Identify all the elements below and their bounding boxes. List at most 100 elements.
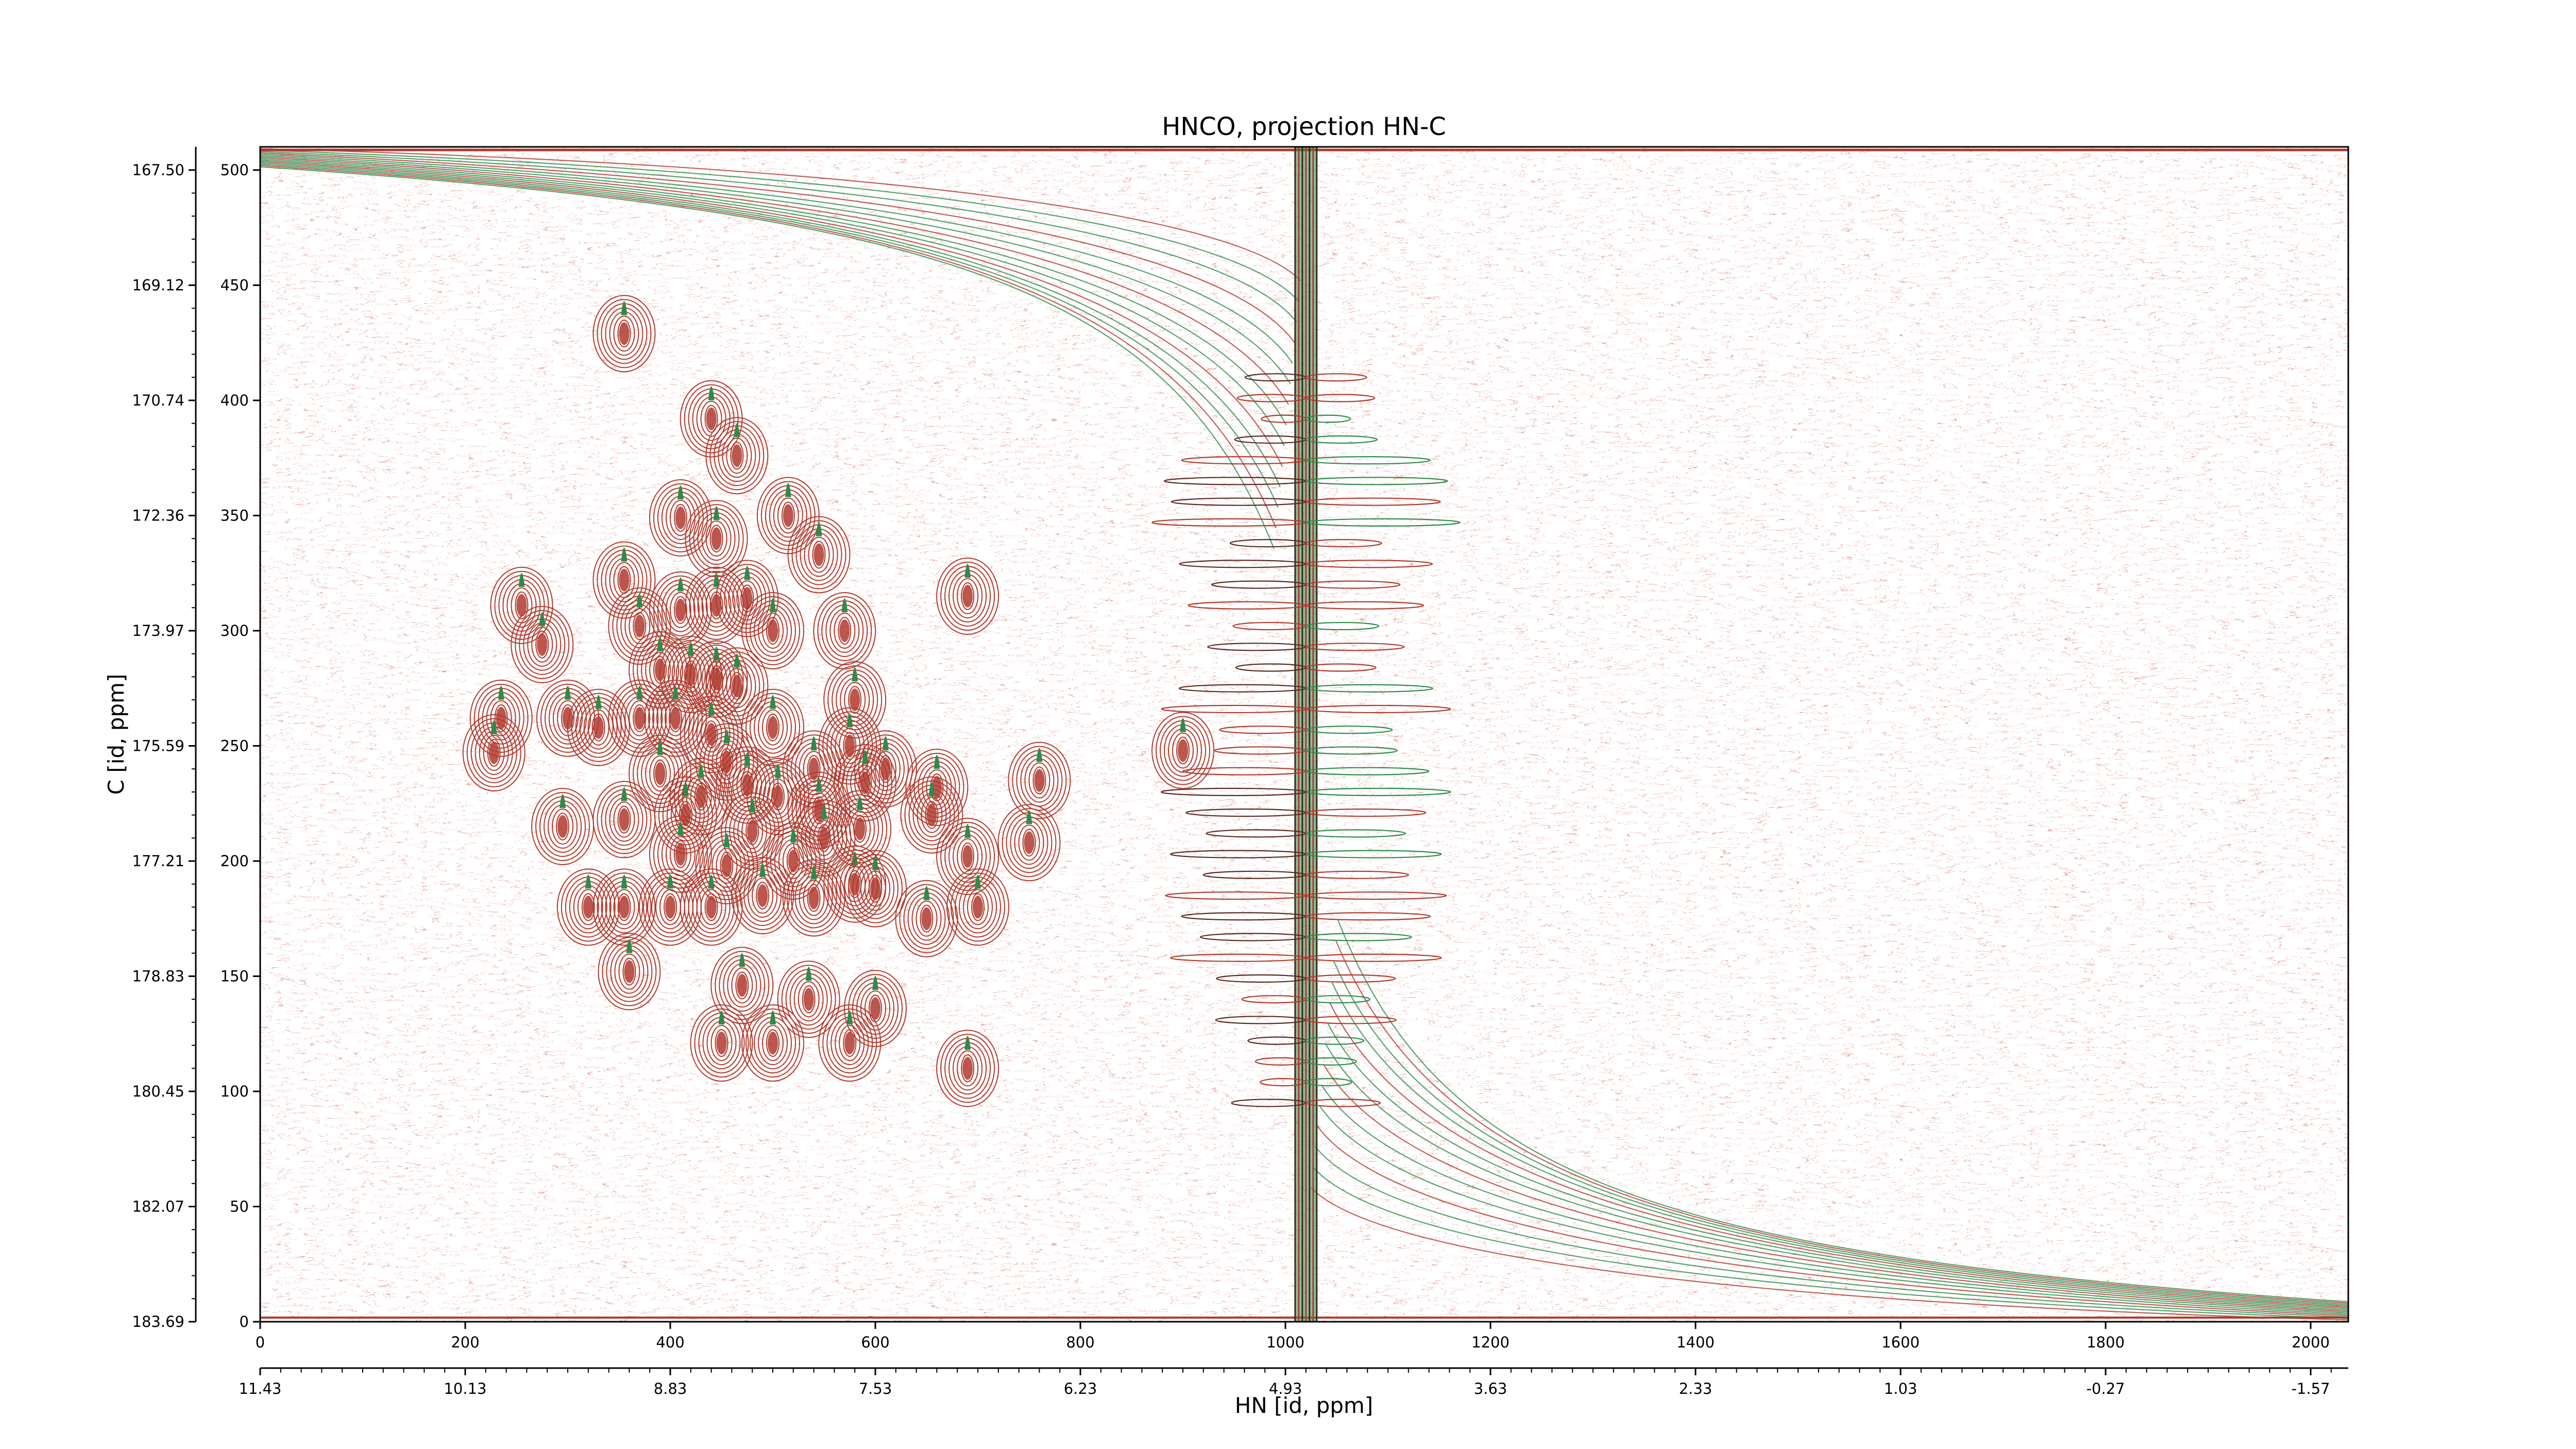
peak-core bbox=[732, 444, 742, 467]
peak-contour-ring bbox=[535, 791, 590, 861]
peak-contour-ring bbox=[1022, 829, 1036, 857]
y-tick-label: 100 bbox=[221, 1083, 249, 1100]
peak-negative-lobe bbox=[560, 794, 566, 808]
contour-band-bottom bbox=[1320, 1084, 2348, 1313]
peak-core bbox=[962, 584, 973, 608]
peak-contour-ring bbox=[680, 380, 743, 458]
peak-contour-ring bbox=[869, 874, 882, 903]
peak-contour-ring bbox=[844, 970, 907, 1048]
peak-core bbox=[742, 587, 753, 610]
peak-contour-ring bbox=[936, 1030, 999, 1107]
peak-contour-ring bbox=[709, 421, 765, 491]
contour-band-top bbox=[260, 166, 1275, 549]
peak-contour-ring bbox=[936, 557, 999, 635]
x-ppm-tick-label: -0.27 bbox=[2086, 1380, 2125, 1397]
y-tick-label: 400 bbox=[221, 392, 249, 409]
peak-negative-lobe bbox=[872, 976, 878, 990]
x-tick-label: 1800 bbox=[2087, 1334, 2125, 1351]
artifact-ridge bbox=[1305, 1057, 1357, 1066]
peak-contour-ring bbox=[531, 626, 553, 663]
peak-core bbox=[619, 568, 630, 592]
x-ppm-tick-label: 8.83 bbox=[654, 1380, 687, 1397]
artifact-ridge bbox=[1305, 933, 1412, 941]
peak-contour-ring bbox=[766, 1029, 779, 1057]
peak-contour-ring bbox=[786, 863, 841, 933]
contour-band-top bbox=[260, 163, 1279, 508]
peak-contour-ring bbox=[704, 405, 718, 433]
peak-contour-ring bbox=[597, 545, 652, 615]
contour-band-top bbox=[260, 152, 1295, 343]
peak-negative-lobe bbox=[677, 577, 684, 592]
peak-contour-ring bbox=[736, 580, 758, 617]
contour-band-bottom bbox=[1314, 1146, 2348, 1318]
peak-contour-ring bbox=[1172, 732, 1194, 769]
peak-core bbox=[593, 716, 604, 739]
peak bbox=[608, 679, 671, 757]
peak bbox=[705, 417, 769, 495]
contour-band-bottom bbox=[1318, 1105, 2348, 1315]
peak-negative-lobe bbox=[744, 752, 751, 767]
peak-contour-ring bbox=[617, 893, 631, 921]
peak-core bbox=[962, 845, 973, 868]
peak-negative-lobe bbox=[923, 886, 930, 900]
peak bbox=[844, 970, 907, 1048]
peak-contour-ring bbox=[705, 520, 727, 557]
x-tick-label: 1400 bbox=[1676, 1334, 1715, 1351]
peak-contour-ring bbox=[833, 794, 888, 864]
peak-contour-ring bbox=[818, 707, 882, 785]
artifact-ridge bbox=[1305, 974, 1396, 983]
y-tick-label: 300 bbox=[221, 622, 249, 639]
peak-core bbox=[716, 1032, 727, 1055]
artifact-ridge bbox=[1305, 787, 1451, 797]
peak-core bbox=[732, 675, 742, 698]
x-tick-label: 2000 bbox=[2292, 1334, 2330, 1351]
peak-contour-ring bbox=[674, 797, 697, 833]
peak-core bbox=[675, 598, 686, 621]
artifact-ridge bbox=[1305, 560, 1433, 568]
artifact-ridge bbox=[1305, 1036, 1365, 1045]
artifact-ridge bbox=[1305, 953, 1442, 962]
peak-contour-ring bbox=[957, 578, 979, 614]
peak-contour-ring bbox=[710, 1025, 733, 1062]
peak-contour-ring bbox=[957, 1050, 979, 1087]
peak-core bbox=[675, 506, 686, 529]
contour-band-top bbox=[260, 154, 1293, 364]
peak-negative-lobe bbox=[595, 695, 602, 709]
contour-band-bottom bbox=[1333, 961, 2348, 1305]
peak-contour-ring bbox=[1032, 766, 1046, 795]
y-ppm-tick-label: 175.59 bbox=[132, 737, 184, 755]
peak-contour-ring bbox=[961, 582, 975, 610]
peak-core bbox=[696, 785, 706, 808]
peak-contour-ring bbox=[731, 967, 753, 1004]
peak-contour-ring bbox=[731, 857, 794, 935]
y-ppm-tick-label: 170.74 bbox=[132, 392, 184, 409]
peak-core bbox=[634, 706, 645, 730]
artifact-ridge bbox=[1305, 601, 1425, 610]
peak-contour-ring bbox=[730, 442, 744, 470]
x-tick-label: 200 bbox=[451, 1334, 479, 1351]
peak-contour-ring bbox=[827, 665, 883, 735]
peak-contour-ring bbox=[592, 868, 656, 946]
peak-contour-ring bbox=[700, 889, 722, 925]
peak-contour-ring bbox=[720, 750, 775, 820]
artifact-ridge bbox=[1305, 1099, 1381, 1107]
peak-negative-lobe bbox=[708, 386, 715, 400]
chart-title: HNCO, projection HN-C bbox=[1162, 112, 1446, 141]
peak-core bbox=[680, 803, 691, 827]
peak-negative-lobe bbox=[734, 423, 740, 437]
artifact-ridge bbox=[1305, 539, 1382, 548]
peak-contour-ring bbox=[1156, 716, 1210, 785]
solvent-stripe-artifact bbox=[1151, 147, 1461, 1322]
peak-negative-lobe bbox=[816, 522, 822, 536]
peak-contour-ring bbox=[557, 700, 579, 736]
y-ppm-tick-label: 167.50 bbox=[132, 161, 184, 179]
peak-contour-ring bbox=[735, 971, 749, 1000]
peak-contour-ring bbox=[745, 693, 800, 762]
peak-contour-ring bbox=[720, 564, 775, 633]
peak-core bbox=[844, 1032, 855, 1055]
peak-contour-ring bbox=[803, 880, 825, 916]
x-ppm-tick-label: -1.57 bbox=[2291, 1380, 2330, 1397]
x-tick-label: 1000 bbox=[1266, 1334, 1304, 1351]
x-axis-points: 0 200 400 600 800 1000 1200 1400 1600 1800 2000 bbox=[256, 1322, 2330, 1351]
peak-core bbox=[860, 771, 871, 795]
